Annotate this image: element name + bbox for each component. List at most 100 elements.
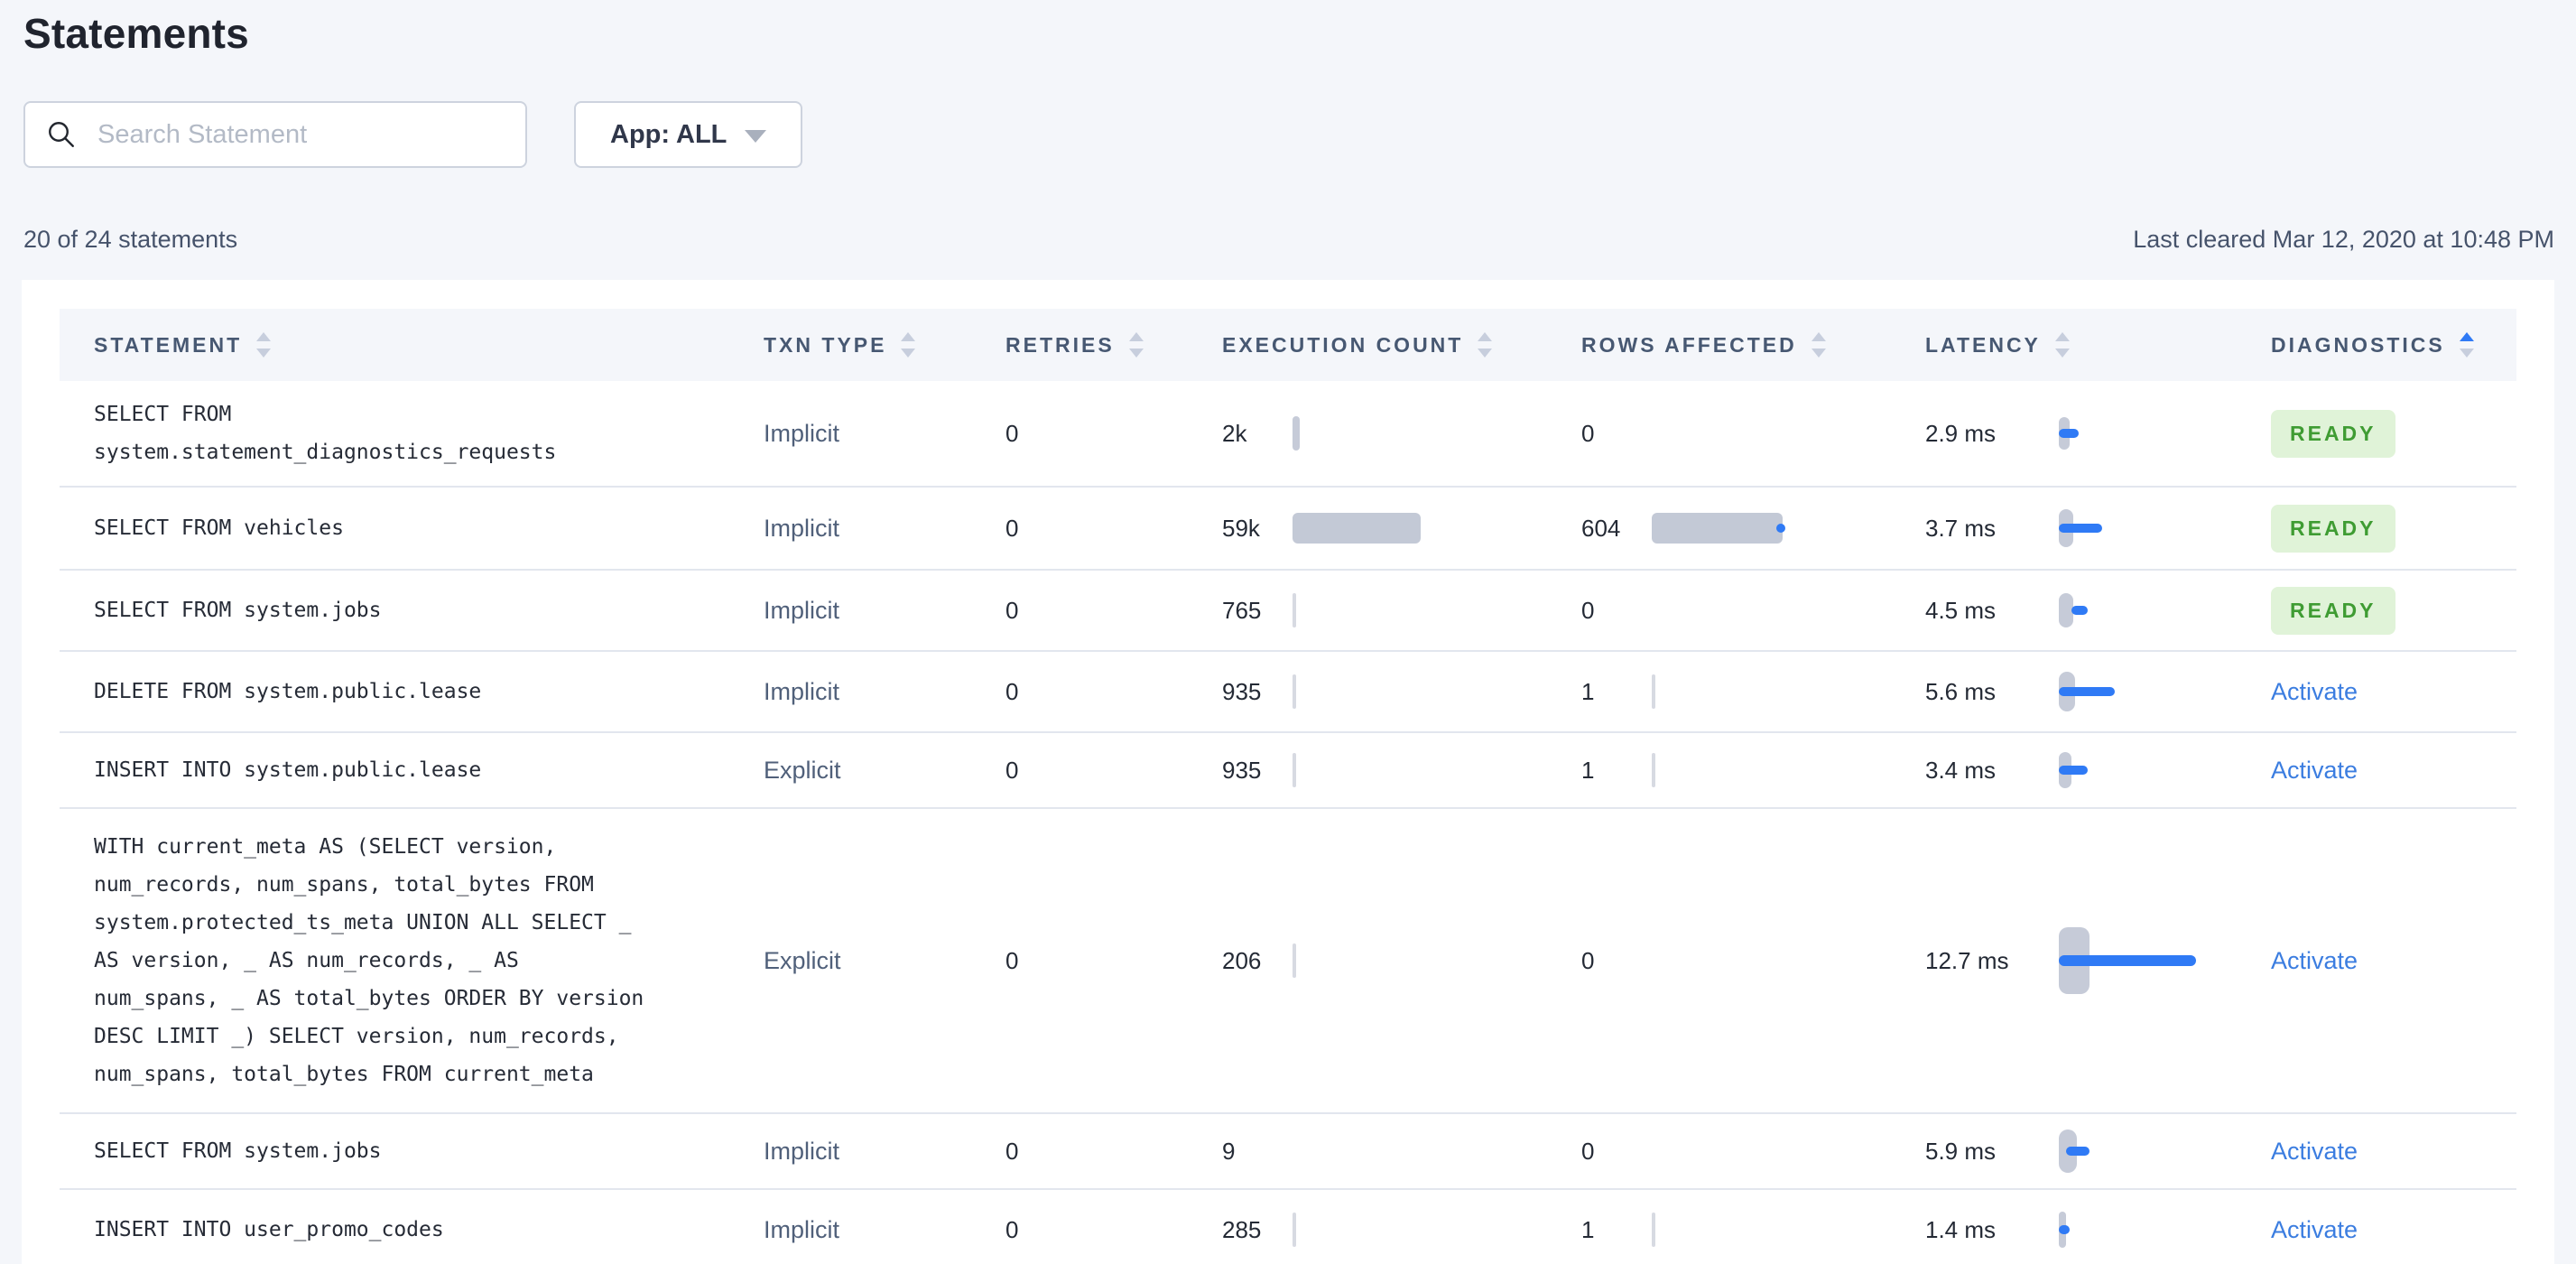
table-row: INSERT INTO system.public.lease Explicit…: [60, 733, 2516, 809]
toolbar: App: ALL: [23, 101, 803, 168]
retries-value: 0: [1005, 514, 1019, 542]
last-cleared-text: Last cleared Mar 12, 2020 at 10:48 PM: [2133, 226, 2554, 253]
latency-value: 2.9 ms: [1925, 419, 1997, 447]
stddev-dot: [1776, 524, 1785, 533]
rows-affected-bar: [1652, 513, 1783, 544]
column-header-diagnostics[interactable]: DIAGNOSTICS: [2267, 332, 2516, 358]
diagnostics-ready-badge[interactable]: READY: [2271, 409, 2395, 458]
execution-count-bar: [1293, 943, 1296, 978]
search-icon: [49, 122, 74, 147]
rows-affected-cell: 0: [1581, 574, 1925, 646]
latency-value: 12.7 ms: [1925, 946, 2009, 974]
column-header-rows-affected[interactable]: ROWS AFFECTED: [1581, 332, 1925, 358]
retries-value: 0: [1005, 1215, 1019, 1243]
rows-affected-value: 1: [1581, 677, 1595, 705]
statements-table-card: STATEMENT TXN TYPE RETRIES EXECUTION COU…: [22, 280, 2554, 1264]
statement-link[interactable]: DELETE FROM system.public.lease: [94, 680, 482, 703]
statement-link[interactable]: INSERT INTO user_promo_codes: [94, 1218, 444, 1241]
statement-link[interactable]: SELECT FROM system.statement_diagnostics…: [94, 403, 557, 464]
activate-diagnostics-link[interactable]: Activate: [2271, 946, 2358, 974]
rows-affected-cell: 0: [1581, 1115, 1925, 1187]
latency-cell: 4.5 ms: [1925, 570, 2267, 651]
rows-affected-cell: 0: [1581, 925, 1925, 997]
latency-cell: 5.6 ms: [1925, 651, 2267, 732]
latency-mean-bar: [2059, 524, 2102, 533]
txn-type-value: Implicit: [764, 596, 840, 624]
activate-diagnostics-link[interactable]: Activate: [2271, 756, 2358, 784]
app-filter-dropdown[interactable]: App: ALL: [574, 101, 803, 168]
statement-link[interactable]: WITH current_meta AS (SELECT version, nu…: [94, 835, 644, 1086]
table-row: SELECT FROM vehicles Implicit 0 59k 604 …: [60, 488, 2516, 571]
latency-cell: 1.4 ms: [1925, 1189, 2267, 1264]
meta-row: 20 of 24 statements Last cleared Mar 12,…: [23, 226, 2554, 254]
rows-affected-value: 1: [1581, 756, 1595, 784]
table-row: WITH current_meta AS (SELECT version, nu…: [60, 809, 2516, 1114]
execution-count-value: 765: [1222, 596, 1262, 624]
column-header-execution-count[interactable]: EXECUTION COUNT: [1222, 332, 1581, 358]
txn-type-value: Implicit: [764, 677, 840, 705]
sort-icons[interactable]: [1478, 332, 1493, 358]
rows-affected-cell: 604: [1581, 492, 1925, 564]
sort-icons[interactable]: [1128, 332, 1144, 358]
rows-affected-cell: 1: [1581, 655, 1925, 728]
activate-diagnostics-link[interactable]: Activate: [2271, 1137, 2358, 1165]
latency-mean-bar: [2071, 606, 2088, 615]
sort-icons[interactable]: [1811, 332, 1826, 358]
execution-count-bar: [1293, 513, 1421, 544]
execution-count-value: 2k: [1222, 419, 1247, 447]
statements-table: STATEMENT TXN TYPE RETRIES EXECUTION COU…: [60, 309, 2516, 1264]
search-box[interactable]: [23, 101, 527, 168]
retries-value: 0: [1005, 677, 1019, 705]
column-header-txn-type[interactable]: TXN TYPE: [764, 332, 1005, 358]
rows-affected-cell: 1: [1581, 734, 1925, 806]
latency-cell: 2.9 ms: [1925, 393, 2267, 474]
txn-type-value: Implicit: [764, 514, 840, 542]
rows-affected-bar: [1652, 674, 1655, 709]
app-filter-label: App: ALL: [610, 119, 727, 149]
execution-count-bar: [1293, 753, 1296, 787]
column-header-retries[interactable]: RETRIES: [1005, 332, 1222, 358]
execution-count-cell: 59k: [1222, 492, 1581, 564]
txn-type-value: Implicit: [764, 1137, 840, 1165]
execution-count-value: 935: [1222, 756, 1262, 784]
statement-link[interactable]: SELECT FROM system.jobs: [94, 599, 382, 622]
execution-count-value: 285: [1222, 1215, 1262, 1243]
execution-count-cell: 2k: [1222, 397, 1581, 469]
execution-count-cell: 9: [1222, 1115, 1581, 1187]
retries-value: 0: [1005, 946, 1019, 974]
execution-count-bar: [1293, 416, 1300, 451]
table-row: SELECT FROM system.jobs Implicit 0 9 0 5…: [60, 1114, 2516, 1190]
latency-mean-bar: [2059, 955, 2196, 966]
activate-diagnostics-link[interactable]: Activate: [2271, 677, 2358, 705]
statements-count: 20 of 24 statements: [23, 226, 238, 253]
table-header-row: STATEMENT TXN TYPE RETRIES EXECUTION COU…: [60, 309, 2516, 381]
column-header-statement[interactable]: STATEMENT: [60, 332, 764, 358]
rows-affected-value: 604: [1581, 514, 1621, 542]
execution-count-bar: [1293, 674, 1296, 709]
sort-icons[interactable]: [2459, 332, 2474, 358]
latency-mean-bar: [2066, 1147, 2090, 1156]
sort-icons[interactable]: [256, 332, 272, 358]
retries-value: 0: [1005, 419, 1019, 447]
search-input[interactable]: [97, 119, 505, 150]
sort-icons[interactable]: [2054, 332, 2070, 358]
statement-link[interactable]: SELECT FROM system.jobs: [94, 1139, 382, 1163]
latency-value: 5.6 ms: [1925, 677, 1997, 705]
latency-mean-bar: [2059, 1225, 2070, 1234]
column-header-latency[interactable]: LATENCY: [1925, 332, 2267, 358]
table-row: DELETE FROM system.public.lease Implicit…: [60, 652, 2516, 733]
execution-count-value: 9: [1222, 1137, 1236, 1165]
diagnostics-ready-badge[interactable]: READY: [2271, 586, 2395, 635]
latency-value: 4.5 ms: [1925, 596, 1997, 624]
latency-mean-bar: [2059, 429, 2079, 438]
activate-diagnostics-link[interactable]: Activate: [2271, 1215, 2358, 1243]
latency-range-pill: [2059, 593, 2073, 627]
retries-value: 0: [1005, 756, 1019, 784]
statement-link[interactable]: INSERT INTO system.public.lease: [94, 758, 482, 782]
diagnostics-ready-badge[interactable]: READY: [2271, 504, 2395, 553]
sort-icons[interactable]: [901, 332, 916, 358]
table-row: INSERT INTO user_promo_codes Implicit 0 …: [60, 1190, 2516, 1264]
statement-link[interactable]: SELECT FROM vehicles: [94, 516, 344, 540]
latency-cell: 3.4 ms: [1925, 730, 2267, 811]
